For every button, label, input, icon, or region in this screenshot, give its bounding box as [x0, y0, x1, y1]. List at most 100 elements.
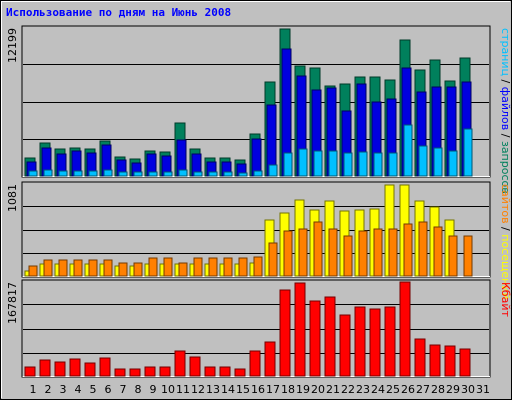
- bar: [193, 171, 203, 177]
- bar: [114, 368, 126, 377]
- x-tick-label: 17: [266, 383, 280, 396]
- bar: [133, 171, 143, 177]
- bar: [429, 344, 441, 377]
- bar: [279, 289, 291, 377]
- bar: [268, 164, 278, 177]
- bar: [358, 230, 368, 277]
- bar: [148, 171, 158, 177]
- bar: [264, 341, 276, 377]
- bar: [403, 223, 413, 277]
- bar: [313, 150, 323, 177]
- bar: [118, 262, 128, 277]
- bar: [324, 296, 336, 377]
- x-tick-label: 12: [191, 383, 205, 396]
- bar: [163, 171, 173, 177]
- x-tick-label: 10: [161, 383, 175, 396]
- bar: [189, 356, 201, 377]
- bar: [343, 235, 353, 277]
- series-label-part: сайтов: [499, 184, 512, 224]
- bar: [159, 366, 171, 377]
- bar: [88, 259, 98, 277]
- series-label-part: /: [499, 224, 512, 235]
- panel-series-label: Кбайт: [499, 282, 512, 317]
- bar: [253, 170, 263, 177]
- bar: [28, 265, 38, 277]
- panel-2: 1081 сайтов / посещений: [6, 181, 512, 300]
- bar: [414, 338, 426, 377]
- x-tick-label: 5: [90, 383, 97, 396]
- bar: [399, 281, 411, 377]
- bar: [373, 228, 383, 277]
- x-tick-label: 27: [416, 383, 430, 396]
- x-tick-label: 19: [296, 383, 310, 396]
- bar: [369, 308, 381, 377]
- bar: [129, 368, 141, 377]
- panel-1: 12199 страниц / файлов / запросов: [6, 25, 512, 194]
- bar: [444, 345, 456, 377]
- x-tick-label: 18: [281, 383, 295, 396]
- bar: [103, 169, 113, 177]
- panel-3: 167817 Кбайт: [6, 279, 512, 378]
- bar: [448, 150, 458, 177]
- bar: [28, 170, 38, 177]
- x-tick-label: 30: [461, 383, 475, 396]
- series-label-part: /: [499, 130, 512, 141]
- bar: [219, 366, 231, 377]
- bar: [88, 170, 98, 177]
- series-файлов: [26, 48, 472, 177]
- bar: [251, 138, 262, 177]
- x-axis-labels: 1 2 3 4 5 6 7 8 9 10 11 12 13 14 15 16 17 18 19 20 21 22 23 24 2…: [30, 383, 491, 396]
- bar: [313, 221, 323, 277]
- bar: [294, 282, 306, 377]
- x-tick-label: 8: [135, 383, 142, 396]
- series-label-part: запросов: [499, 141, 512, 194]
- bar: [223, 257, 233, 277]
- bar: [448, 235, 458, 277]
- x-tick-label: 21: [326, 383, 340, 396]
- bar: [328, 228, 338, 277]
- bar: [84, 362, 96, 377]
- bar: [103, 259, 113, 277]
- bar: [73, 170, 83, 177]
- bar: [358, 151, 368, 177]
- bar: [58, 170, 68, 177]
- x-tick-label: 2: [45, 383, 52, 396]
- bar: [69, 358, 81, 377]
- x-tick-label: 9: [150, 383, 157, 396]
- bar: [238, 172, 248, 177]
- bar: [459, 348, 471, 377]
- series-label-part: посещений: [499, 234, 512, 299]
- series-сайтов: [28, 221, 473, 277]
- x-tick-label: 13: [206, 383, 220, 396]
- bar: [223, 171, 233, 177]
- bar: [174, 350, 186, 377]
- bar: [309, 300, 321, 377]
- x-tick-label: 6: [105, 383, 112, 396]
- bar: [234, 368, 246, 377]
- x-tick-label: 22: [341, 383, 355, 396]
- bar: [283, 230, 293, 277]
- bar: [418, 221, 428, 277]
- bar: [253, 256, 263, 277]
- bar: [433, 147, 443, 177]
- bar: [463, 235, 473, 277]
- series-label-part: Кбайт: [499, 282, 512, 317]
- bar: [178, 169, 188, 177]
- bar: [148, 257, 158, 277]
- x-tick-label: 1: [30, 383, 37, 396]
- bar: [384, 306, 396, 377]
- bar: [24, 366, 36, 377]
- x-tick-label: 24: [371, 383, 385, 396]
- bar: [144, 366, 156, 377]
- bar: [43, 259, 53, 277]
- bar: [39, 359, 51, 377]
- x-tick-label: 7: [120, 383, 127, 396]
- chart-panels: 12199 страниц / файлов / запросов 1081 сайт…: [6, 25, 512, 378]
- bar: [268, 242, 278, 277]
- series-Кбайт: [24, 281, 471, 377]
- bar: [178, 262, 188, 277]
- bar: [208, 171, 218, 177]
- series-label-part: /: [499, 76, 512, 87]
- bar: [193, 257, 203, 277]
